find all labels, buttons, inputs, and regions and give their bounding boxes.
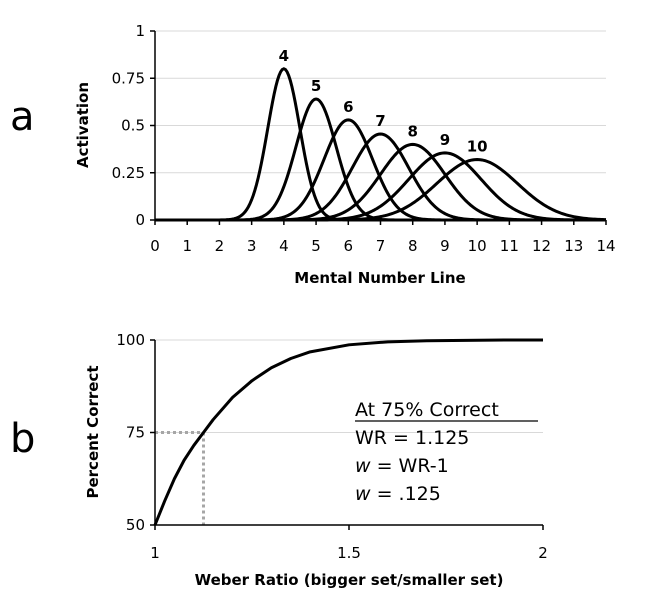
activation-gridlines — [155, 30, 606, 174]
percent-correct-y-tick-label: 75 — [126, 424, 145, 442]
percent-correct-x-tick-label: 2 — [538, 544, 548, 562]
activation-x-tick-label: 13 — [564, 237, 583, 255]
activation-x-tick-label: 6 — [344, 237, 354, 255]
percent-correct-series — [153, 338, 543, 526]
percent-correct-y-tick-label: 50 — [126, 516, 145, 534]
annotation-line-w-formula: w = WR-1 — [355, 455, 449, 477]
activation-x-tick-label: 11 — [500, 237, 519, 255]
activation-x-tick-label: 7 — [376, 237, 386, 255]
percent-correct-y-tick-label: 100 — [116, 331, 145, 349]
activation-y-tick-label: 0.75 — [112, 69, 145, 87]
activation-y-tick-label: 0 — [135, 211, 145, 229]
activation-x-tick-label: 3 — [247, 237, 257, 255]
activation-series — [155, 67, 607, 222]
activation-curve-4 — [155, 67, 606, 222]
activation-curve-label-6: 6 — [343, 98, 353, 116]
panel-label-a: a — [10, 94, 35, 140]
activation-chart: 00.250.50.751 0 1 2 3 4 5 6 7 8 9 10 11 12 13 14 45678… — [74, 22, 616, 287]
annotation-line-w-value: w = .125 — [355, 483, 441, 505]
activation-x-tick-label: 4 — [279, 237, 289, 255]
percent-correct-x-tick-label: 1 — [150, 544, 160, 562]
activation-x-tick-label: 10 — [468, 237, 487, 255]
percent-correct-curve — [153, 338, 543, 526]
activation-x-tick-label: 8 — [408, 237, 418, 255]
activation-x-axis-title: Mental Number Line — [294, 269, 465, 287]
activation-x-tick-label: 12 — [532, 237, 551, 255]
percent-correct-y-axis-title: Percent Correct — [84, 365, 102, 498]
activation-curve-9 — [155, 151, 606, 222]
activation-curve-label-5: 5 — [311, 77, 321, 95]
activation-x-tick-label: 1 — [182, 237, 192, 255]
activation-curve-label-9: 9 — [440, 131, 450, 149]
percent-correct-x-ticks: 1 1.5 2 — [150, 525, 548, 562]
percent-correct-reference-guides — [155, 431, 205, 525]
activation-x-tick-label: 2 — [215, 237, 225, 255]
annotation-line-wr: WR = 1.125 — [355, 427, 469, 449]
activation-y-tick-label: 0.5 — [121, 117, 145, 135]
activation-curve-label-8: 8 — [407, 122, 417, 140]
percent-correct-x-tick-label: 1.5 — [337, 544, 361, 562]
activation-y-axis-title: Activation — [74, 82, 92, 168]
percent-correct-y-ticks: 50 75 100 — [116, 331, 155, 534]
percent-correct-x-axis-title: Weber Ratio (bigger set/smaller set) — [195, 571, 504, 589]
activation-x-ticks: 0 1 2 3 4 5 6 7 8 9 10 11 12 13 14 — [150, 220, 616, 255]
activation-curve-labels: 4 5 6 7 8 9 10 — [279, 47, 488, 156]
activation-curve-label-10: 10 — [467, 138, 488, 156]
activation-y-tick-label: 0.25 — [112, 164, 145, 182]
activation-y-ticks: 0 0.25 0.5 0.75 1 — [112, 22, 155, 229]
activation-x-tick-label: 0 — [150, 237, 160, 255]
activation-x-tick-label: 5 — [311, 237, 321, 255]
activation-curve-label-7: 7 — [375, 112, 385, 130]
annotation-heading: At 75% Correct — [355, 399, 499, 421]
activation-x-tick-label: 14 — [596, 237, 615, 255]
activation-y-tick-label: 1 — [135, 22, 145, 40]
panel-label-b: b — [10, 416, 35, 462]
activation-curve-10 — [155, 158, 607, 222]
activation-curve-label-4: 4 — [279, 47, 289, 65]
activation-x-tick-label: 9 — [440, 237, 450, 255]
